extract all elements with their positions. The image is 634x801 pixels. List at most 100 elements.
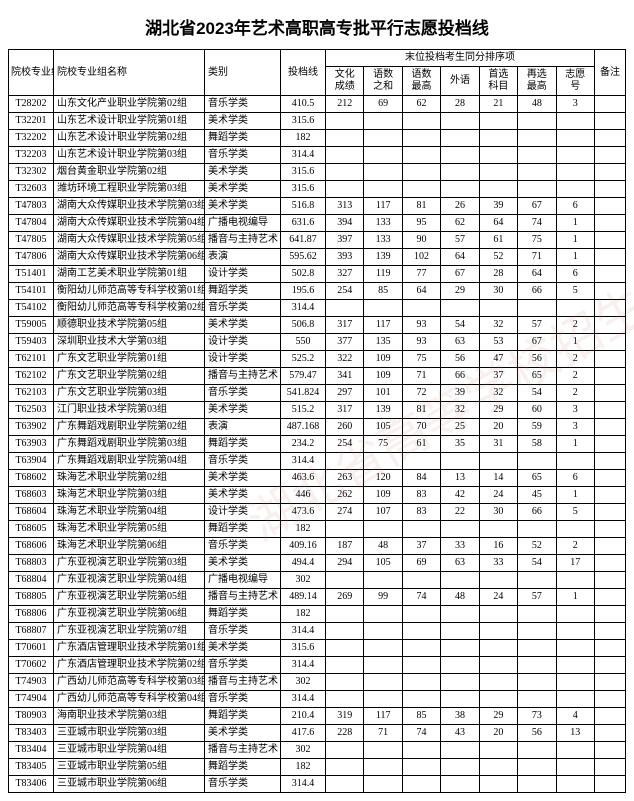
cell: 262 <box>326 487 364 504</box>
cell: T28202 <box>9 96 54 113</box>
cell: 210.4 <box>281 708 326 725</box>
cell <box>595 164 626 181</box>
cell <box>326 147 364 164</box>
cell: 67 <box>518 334 556 351</box>
cell: 315.6 <box>281 164 326 181</box>
cell <box>326 453 364 470</box>
cell: 56 <box>518 351 556 368</box>
cell: 54 <box>518 385 556 402</box>
th-sub-3: 外语 <box>441 67 479 96</box>
cell: T62103 <box>9 385 54 402</box>
cell: 音乐学类 <box>205 96 281 113</box>
cell: 62 <box>441 215 479 232</box>
cell: 37 <box>479 368 517 385</box>
cell <box>556 147 594 164</box>
cell: 美术学类 <box>205 113 281 130</box>
cell <box>402 657 440 674</box>
cell: 30 <box>479 504 517 521</box>
cell: T68803 <box>9 555 54 572</box>
cell <box>402 759 440 776</box>
cell <box>595 334 626 351</box>
cell <box>402 181 440 198</box>
table-row: T68803广东亚视演艺职业学院第03组美术学类494.429410569633… <box>9 555 626 572</box>
cell <box>364 674 402 691</box>
cell <box>441 623 479 640</box>
table-row: T80903海南职业技术学院第03组舞蹈学类210.43191178538297… <box>9 708 626 725</box>
table-row: T68605珠海艺术职业学院第05组舞蹈学类182 <box>9 521 626 538</box>
cell: 541.824 <box>281 385 326 402</box>
th-sub-5: 再选最高 <box>518 67 556 96</box>
cell <box>364 453 402 470</box>
cell <box>364 130 402 147</box>
cell <box>595 436 626 453</box>
cell: 6 <box>556 266 594 283</box>
cell: 湖南工艺美术职业学院第01组 <box>54 266 205 283</box>
cell: 595.62 <box>281 249 326 266</box>
cell: 24 <box>479 487 517 504</box>
cell <box>402 130 440 147</box>
cell: T32302 <box>9 164 54 181</box>
cell: 59 <box>518 419 556 436</box>
cell: T32203 <box>9 147 54 164</box>
cell: 515.2 <box>281 402 326 419</box>
cell: 394 <box>326 215 364 232</box>
cell <box>556 130 594 147</box>
cell <box>402 640 440 657</box>
cell: 506.8 <box>281 317 326 334</box>
cell <box>364 521 402 538</box>
cell: 101 <box>364 385 402 402</box>
cell: 516.8 <box>281 198 326 215</box>
cell: 深圳职业技术大学第03组 <box>54 334 205 351</box>
cell <box>595 215 626 232</box>
cell: 77 <box>402 266 440 283</box>
cell: 珠海艺术职业学院第03组 <box>54 487 205 504</box>
cell: 313 <box>326 198 364 215</box>
cell: 315.6 <box>281 113 326 130</box>
cell: 3 <box>556 96 594 113</box>
cell: 三亚城市职业学院第04组 <box>54 742 205 759</box>
cell: 38 <box>441 708 479 725</box>
table-row: T68603珠海艺术职业学院第03组美术学类446262109834224451 <box>9 487 626 504</box>
cell: 119 <box>364 266 402 283</box>
cell: T68604 <box>9 504 54 521</box>
cell: 广东酒店管理职业技术学院第02组 <box>54 657 205 674</box>
cell: 65 <box>518 470 556 487</box>
cell: 83 <box>402 487 440 504</box>
cell: 317 <box>326 317 364 334</box>
cell: 30 <box>479 283 517 300</box>
cell: 设计学类 <box>205 504 281 521</box>
cell: 2 <box>556 368 594 385</box>
cell: 393 <box>326 249 364 266</box>
table-row: T74904广西幼儿师范高等专科学校第04组音乐学类314.4 <box>9 691 626 708</box>
cell <box>441 691 479 708</box>
cell: 1 <box>556 589 594 606</box>
cell: 315.6 <box>281 181 326 198</box>
th-sub-6: 志愿号 <box>556 67 594 96</box>
cell <box>595 419 626 436</box>
cell: 297 <box>326 385 364 402</box>
cell: 美术学类 <box>205 402 281 419</box>
page-title: 湖北省2023年艺术高职高专批平行志愿投档线 <box>8 14 626 39</box>
cell: 广东亚视演艺职业学院第03组 <box>54 555 205 572</box>
cell <box>595 725 626 742</box>
cell: 314.4 <box>281 453 326 470</box>
cell: 260 <box>326 419 364 436</box>
cell: T62102 <box>9 368 54 385</box>
cell: 73 <box>518 708 556 725</box>
cell: 182 <box>281 606 326 623</box>
cell <box>595 759 626 776</box>
cell <box>364 657 402 674</box>
cell: 表演 <box>205 419 281 436</box>
cell: 广东舞蹈戏剧职业学院第04组 <box>54 453 205 470</box>
cell: 播音与主持艺术 <box>205 589 281 606</box>
cell <box>518 113 556 130</box>
cell: 24 <box>479 589 517 606</box>
cell: 广东文艺职业学院第03组 <box>54 385 205 402</box>
cell: 2 <box>556 317 594 334</box>
table-row: T32201山东艺术设计职业学院第01组美术学类315.6 <box>9 113 626 130</box>
cell <box>479 623 517 640</box>
cell: 269 <box>326 589 364 606</box>
cell: 17 <box>556 555 594 572</box>
cell: 489.14 <box>281 589 326 606</box>
cell: 302 <box>281 742 326 759</box>
